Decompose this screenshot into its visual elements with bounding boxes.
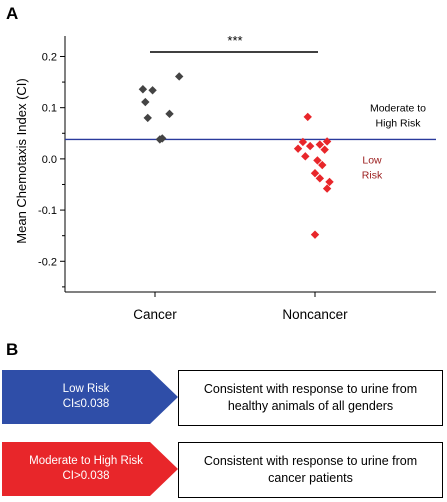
y-tick-label: -0.2 — [38, 256, 57, 268]
data-point-noncancer — [322, 137, 332, 146]
y-tick-label: -0.1 — [38, 205, 57, 217]
significance-stars: *** — [227, 33, 242, 48]
y-tick-label: 0.2 — [42, 51, 57, 63]
data-point-cancer — [138, 85, 148, 94]
data-point-noncancer — [315, 140, 325, 149]
high-risk-desc-line1: Consistent with response to urine from — [203, 454, 418, 468]
y-tick-label: 0.1 — [42, 103, 57, 115]
data-point-noncancer — [310, 169, 320, 178]
low-risk-description: Consistent with response to urine from h… — [178, 370, 443, 426]
lower-risk-label-line1: Low — [362, 154, 382, 166]
low-risk-desc-line1: Consistent with response to urine from — [203, 382, 418, 396]
data-point-noncancer — [325, 177, 334, 187]
high-risk-arrow-label: Moderate to High Risk CI>0.038 — [2, 442, 170, 496]
data-point-cancer — [165, 109, 174, 119]
data-point-noncancer — [320, 145, 329, 154]
x-tick-label-noncancer: Noncancer — [282, 307, 348, 322]
low-risk-arrow-shape — [2, 370, 178, 424]
data-point-noncancer — [315, 174, 325, 183]
data-point-noncancer — [293, 144, 303, 153]
low-risk-threshold: CI≤0.038 — [62, 398, 110, 410]
upper-risk-label-line2: High Risk — [376, 117, 422, 129]
data-point-noncancer — [310, 230, 320, 239]
high-risk-title: Moderate to High Risk — [29, 455, 143, 467]
high-risk-arrow: Moderate to High Risk CI>0.038 — [2, 442, 180, 496]
low-risk-arrow: Low Risk CI≤0.038 — [2, 370, 180, 424]
low-risk-desc-line2: healthy animals of all genders — [227, 399, 394, 413]
panel-a-letter: A — [6, 4, 19, 23]
x-tick-label-cancer: Cancer — [133, 307, 177, 322]
lower-risk-label-line2: Risk — [362, 169, 383, 181]
high-risk-description: Consistent with response to urine from c… — [178, 442, 443, 498]
data-points — [138, 72, 334, 239]
chemotaxis-scatter-chart: -0.2 -0.1 0.0 0.1 0.2 Cancer Noncancer Modera… — [14, 33, 436, 322]
high-risk-desc-line2: cancer patients — [268, 471, 353, 485]
y-axis-label: Mean Chemotaxis Index (CI) — [14, 78, 29, 243]
data-point-cancer — [158, 134, 167, 143]
low-risk-title: Low Risk — [62, 383, 110, 395]
data-point-cancer — [175, 72, 184, 81]
threshold-group: Moderate to High Risk Low Risk — [65, 102, 436, 181]
data-point-noncancer — [298, 137, 308, 147]
data-point-noncancer — [305, 141, 315, 151]
data-point-noncancer — [301, 152, 310, 161]
data-point-noncancer — [322, 184, 332, 193]
upper-risk-label-line1: Moderate to — [370, 102, 426, 114]
high-risk-arrow-shape — [2, 442, 178, 496]
y-tick-label: 0.0 — [42, 154, 57, 166]
y-ticks: -0.2 -0.1 0.0 0.1 0.2 — [38, 51, 65, 288]
panel-b-letter: B — [6, 340, 19, 359]
data-point-noncancer — [318, 160, 327, 170]
significance-group: *** — [150, 33, 318, 53]
data-point-noncancer — [303, 112, 312, 122]
data-point-cancer — [143, 113, 152, 123]
data-point-cancer — [148, 86, 157, 95]
high-risk-threshold: CI>0.038 — [62, 470, 110, 482]
chart-axes — [64, 36, 436, 293]
data-point-noncancer — [313, 156, 322, 165]
low-risk-arrow-label: Low Risk CI≤0.038 — [2, 370, 170, 424]
x-ticks: Cancer Noncancer — [133, 292, 348, 322]
data-point-cancer — [141, 97, 150, 107]
